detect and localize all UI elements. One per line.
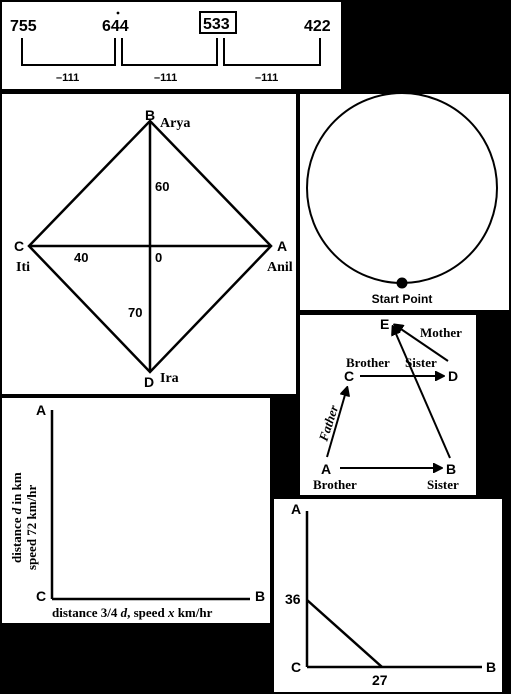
axis-point-c: C — [36, 588, 46, 604]
relation-diagram: E Mother Brother Sister C D Father A B B… — [313, 316, 462, 492]
x-label-var2: x — [167, 605, 175, 620]
direction-diagram: B Arya A Anil C Iti D Ira 0 60 40 70 — [14, 107, 293, 390]
start-point-label: Start Point — [372, 292, 433, 306]
y-label-post: in km — [9, 472, 24, 508]
node-d: D — [448, 368, 458, 384]
arrow-b-to-e — [393, 327, 451, 459]
x-label-post: km/hr — [174, 605, 212, 620]
y-label-var: d — [9, 507, 24, 514]
x-label-pre: distance 3/4 — [52, 605, 121, 620]
vertex-c-label: C — [14, 238, 24, 254]
number-line-diagram: 755 644 533 422 –111 –111 –111 — [10, 11, 331, 84]
axis-point-a: A — [291, 501, 301, 517]
circle-diagram: Start Point — [306, 94, 498, 306]
name-iti: Iti — [16, 260, 30, 275]
label-sister-top: Sister — [405, 355, 437, 370]
center-label: 0 — [155, 250, 162, 265]
label-sister-bottom: Sister — [427, 477, 459, 492]
x-axis-label: distance 3/4 d, speed x km/hr — [52, 605, 213, 620]
bracket-2 — [121, 38, 218, 66]
name-anil: Anil — [267, 260, 293, 275]
value-533: 533 — [203, 16, 230, 33]
dot-marker — [116, 11, 120, 15]
circle-panel: Start Point — [300, 94, 509, 310]
bracket-3 — [223, 38, 321, 66]
node-a: A — [321, 461, 331, 477]
node-e: E — [380, 316, 389, 332]
label-mother: Mother — [420, 325, 462, 340]
start-point-marker — [396, 277, 408, 289]
x-label-var: d — [121, 605, 128, 620]
distance-60: 60 — [155, 179, 169, 194]
y-intercept-36: 36 — [285, 591, 301, 607]
bracket-1 — [21, 38, 116, 66]
vertex-a-label: A — [277, 238, 287, 254]
y-axis-label: distance d in km — [9, 472, 24, 563]
label-brother-top: Brother — [346, 355, 390, 370]
node-c: C — [344, 368, 354, 384]
value-644: 644 — [102, 18, 129, 35]
label-brother-bottom: Brother — [313, 477, 357, 492]
vertex-d-label: D — [144, 374, 154, 390]
difference-2: –111 — [154, 72, 177, 84]
axis-point-b: B — [486, 659, 496, 675]
distance-70: 70 — [128, 305, 142, 320]
speed-graph-panel: A C B distance d in km speed 72 km/hr di… — [2, 398, 270, 623]
node-b: B — [446, 461, 456, 477]
speed-graph: A C B distance d in km speed 72 km/hr di… — [9, 402, 265, 620]
difference-3: –111 — [255, 72, 278, 84]
value-755: 755 — [10, 18, 37, 35]
arrow-a-to-c — [326, 388, 347, 458]
axis-point-b: B — [255, 588, 265, 604]
svg-text:distance d in km: distance d in km — [9, 472, 24, 563]
relation-panel: E Mother Brother Sister C D Father A B B… — [300, 315, 476, 495]
highlight-box — [199, 11, 237, 34]
vertex-b-label: B — [145, 107, 155, 123]
value-422: 422 — [304, 18, 331, 35]
y-label-speed: speed 72 km/hr — [24, 485, 39, 570]
name-arya: Arya — [160, 116, 190, 131]
difference-1: –111 — [56, 72, 79, 84]
x-label-mid: , speed — [127, 605, 168, 620]
y-label-pre: distance — [9, 514, 24, 563]
x-intercept-27: 27 — [372, 672, 388, 688]
graph-line — [306, 599, 383, 668]
distance-40: 40 — [74, 250, 88, 265]
track-circle — [306, 94, 498, 284]
axis-point-a: A — [36, 402, 46, 418]
line-graph: A 36 C 27 B — [285, 501, 496, 688]
axis-point-c: C — [291, 659, 301, 675]
line-graph-panel: A 36 C 27 B — [274, 499, 502, 692]
number-line-panel: 755 644 533 422 –111 –111 –111 — [2, 2, 341, 89]
name-ira: Ira — [160, 371, 179, 386]
y-axis-label-speed: speed 72 km/hr — [24, 485, 39, 570]
arrow-d-to-e — [395, 325, 449, 362]
direction-diagram-panel: B Arya A Anil C Iti D Ira 0 60 40 70 — [2, 94, 296, 394]
